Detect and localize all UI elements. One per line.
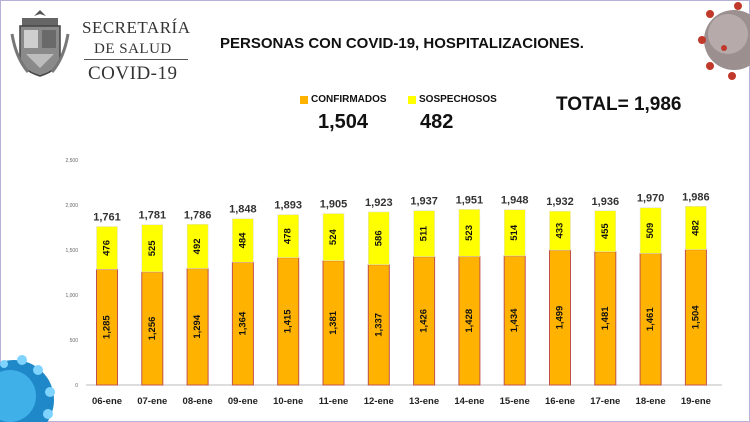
x-tick-label: 11-ene: [319, 396, 349, 407]
data-label-total: 1,923: [365, 197, 393, 209]
data-label-total: 1,936: [592, 196, 620, 208]
data-label-total: 1,781: [139, 210, 167, 222]
coronavirus-icon: [0, 355, 55, 422]
secretaria-logo: SECRETARÍA DE SALUD COVID-19: [10, 8, 190, 86]
legend-swatch-suspected: [408, 95, 416, 104]
data-label-suspected: 509: [645, 223, 656, 239]
bar-suspected: [368, 211, 390, 265]
data-label-confirmed: 1,337: [373, 313, 384, 337]
bar-suspected: [277, 214, 299, 258]
y-tick-label: 2,500: [65, 158, 78, 164]
data-label-suspected: 478: [283, 228, 294, 244]
org-name-line1: SECRETARÍA: [82, 18, 191, 37]
bar-suspected: [549, 210, 571, 251]
data-label-suspected: 455: [600, 223, 611, 240]
x-tick-label: 14-ene: [454, 396, 484, 407]
x-tick-label: 08-ene: [183, 396, 213, 407]
confirmed-total: 1,504: [318, 111, 369, 133]
chart-title: PERSONAS CON COVID-19, HOSPITALIZACIONES…: [220, 35, 584, 52]
data-label-confirmed: 1,285: [102, 315, 113, 339]
data-label-suspected: 492: [192, 238, 203, 254]
legend-swatch-confirmed: [300, 95, 308, 104]
x-tick-label: 07-ene: [137, 396, 167, 407]
x-tick-label: 12-ene: [364, 396, 394, 407]
x-tick-label: 15-ene: [500, 396, 530, 407]
bar-suspected: [186, 224, 209, 269]
bar-suspected: [685, 206, 707, 250]
y-tick-label: 500: [70, 338, 79, 344]
legend-label-suspected: SOSPECHOSOS: [419, 94, 497, 105]
data-label-total: 1,932: [546, 196, 574, 208]
data-label-suspected: 524: [328, 228, 339, 245]
data-label-confirmed: 1,415: [283, 309, 294, 333]
data-label-suspected: 523: [464, 225, 475, 241]
data-label-confirmed: 1,426: [419, 309, 430, 333]
bar-suspected: [96, 226, 118, 270]
bar-suspected: [232, 218, 254, 263]
data-label-suspected: 525: [147, 240, 158, 257]
x-tick-label: 17-ene: [590, 396, 620, 407]
data-label-confirmed: 1,461: [645, 307, 656, 331]
data-label-total: 1,848: [229, 204, 257, 216]
data-label-total: 1,893: [274, 200, 302, 212]
x-tick-label: 10-ene: [273, 396, 303, 407]
legend-label-confirmed: CONFIRMADOS: [311, 94, 387, 105]
data-label-suspected: 586: [373, 230, 384, 246]
legend-confirmed: CONFIRMADOS: [300, 94, 387, 105]
data-label-confirmed: 1,256: [147, 317, 158, 341]
data-label-confirmed: 1,294: [192, 314, 203, 338]
y-tick-label: 0: [75, 383, 78, 389]
logo-divider: [84, 59, 188, 60]
data-label-total: 1,905: [320, 199, 348, 211]
data-label-total: 1,948: [501, 195, 529, 207]
data-label-total: 1,986: [682, 191, 710, 203]
data-label-confirmed: 1,434: [509, 308, 520, 332]
data-label-confirmed: 1,481: [600, 306, 611, 330]
grand-total: TOTAL= 1,986: [556, 94, 682, 115]
data-label-total: 1,970: [637, 193, 665, 205]
data-label-total: 1,937: [410, 196, 438, 208]
bar-suspected: [594, 210, 617, 252]
x-tick-label: 18-ene: [636, 396, 666, 407]
data-label-confirmed: 1,428: [464, 309, 475, 333]
state-coat-of-arms-icon: [10, 10, 70, 77]
data-label-total: 1,786: [184, 209, 212, 221]
data-label-suspected: 484: [237, 232, 248, 249]
bar-suspected: [458, 209, 481, 257]
legend-suspected: SOSPECHOSOS: [408, 94, 497, 105]
x-tick-label: 09-ene: [228, 396, 258, 407]
x-tick-label: 13-ene: [409, 396, 439, 407]
y-tick-label: 1,000: [65, 293, 78, 299]
bar-suspected: [503, 209, 526, 257]
data-label-suspected: 482: [690, 220, 701, 236]
coronavirus-icon: [698, 2, 750, 80]
data-label-suspected: 514: [509, 224, 520, 241]
y-tick-label: 1,500: [65, 248, 78, 254]
data-label-total: 1,951: [456, 194, 484, 206]
data-label-confirmed: 1,381: [328, 310, 339, 334]
data-label-confirmed: 1,504: [690, 305, 701, 329]
org-campaign: COVID-19: [88, 63, 178, 84]
x-tick-label: 06-ene: [92, 396, 122, 407]
data-label-suspected: 511: [419, 225, 430, 241]
org-name-line2: DE SALUD: [94, 41, 172, 57]
data-label-confirmed: 1,499: [555, 306, 566, 330]
y-tick-label: 2,000: [65, 203, 78, 209]
suspected-total: 482: [420, 111, 454, 133]
data-label-total: 1,761: [93, 212, 121, 224]
bar-suspected: [322, 213, 345, 261]
data-label-suspected: 433: [555, 223, 566, 239]
x-tick-label: 19-ene: [681, 396, 711, 407]
bar-suspected: [413, 210, 435, 257]
data-label-suspected: 476: [102, 240, 113, 256]
x-tick-label: 16-ene: [545, 396, 575, 407]
data-label-confirmed: 1,364: [237, 311, 248, 335]
bar-suspected: [141, 224, 164, 273]
bar-suspected: [639, 207, 662, 254]
